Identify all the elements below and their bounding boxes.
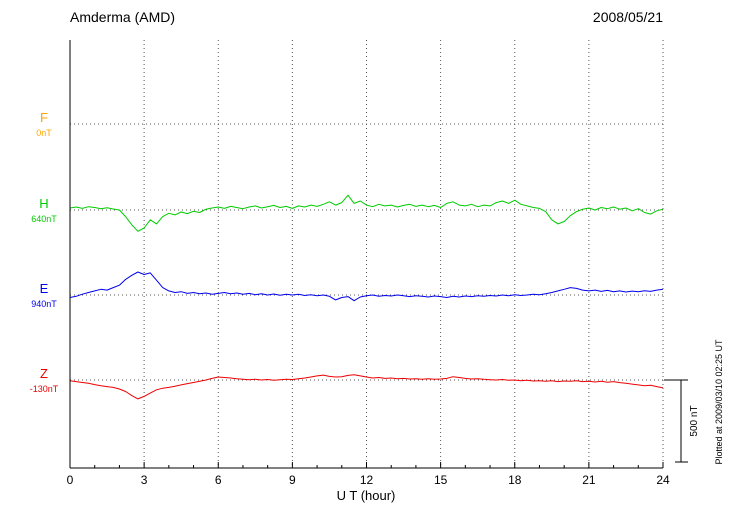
trace-H [69,194,664,232]
gridlines [69,40,664,468]
component-labels: F 0nT H 640nT E 940nT Z -130nT [30,110,59,394]
component-label-E: E [40,281,49,296]
x-tick-labels: 0 3 6 9 12 15 18 21 24 [67,473,670,487]
x-tick-label: 12 [360,473,374,487]
x-tick-label: 6 [215,473,222,487]
component-baseline-E: 940nT [31,299,57,309]
x-tick-label: 21 [582,473,596,487]
chart-date: 2008/05/21 [593,9,663,25]
component-label-Z: Z [40,366,48,381]
plotted-at-note: Plotted at 2009/03/10 02:25 UT [714,339,724,465]
x-tick-label: 3 [141,473,148,487]
x-tick-label: 24 [656,473,670,487]
component-baseline-H: 640nT [31,214,57,224]
component-baseline-Z: -130nT [30,384,59,394]
axes [69,40,664,469]
component-label-F: F [40,110,48,125]
baselines [70,123,663,381]
x-axis-label: U T (hour) [337,488,396,503]
scale-bar: 500 nT [664,379,700,463]
x-tick-label: 0 [67,473,74,487]
x-tick-label: 18 [508,473,522,487]
component-label-H: H [39,196,48,211]
chart-title: Amderma (AMD) [70,9,175,25]
scale-bar-label: 500 nT [689,405,700,436]
x-tick-label: 9 [289,473,296,487]
traces [69,194,664,400]
component-baseline-F: 0nT [36,128,52,138]
x-tick-label: 15 [434,473,448,487]
trace-Z [69,374,664,400]
trace-E [69,271,664,302]
